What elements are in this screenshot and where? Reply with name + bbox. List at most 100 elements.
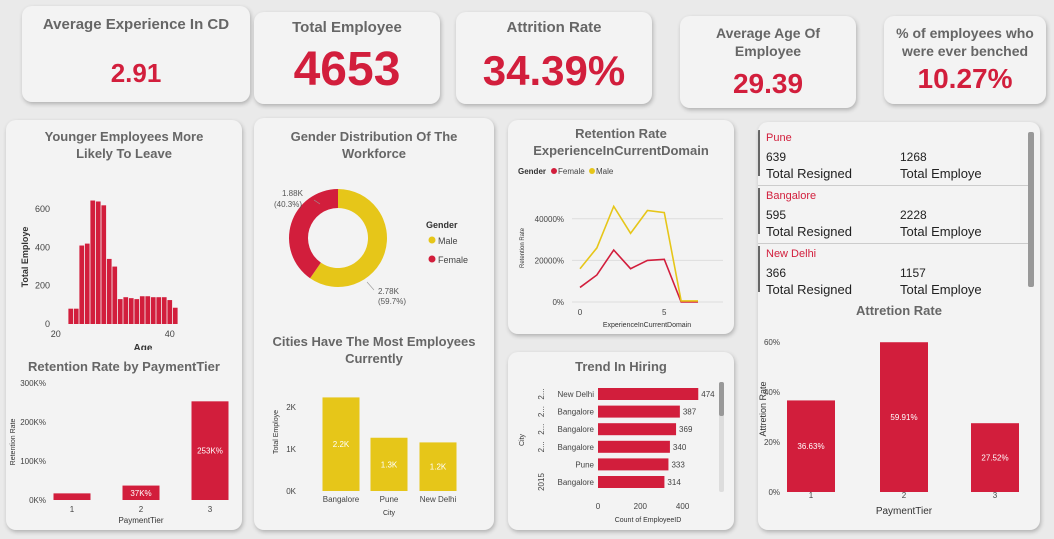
city-table-scrollbar[interactable]	[1028, 132, 1034, 287]
attrition-bar-chart: 0% 20% 40% 60% 36.63% 1 59.91% 2 27.52% 3 PaymentT…	[758, 338, 1019, 517]
group-label: 2...	[537, 424, 546, 435]
age-bar	[117, 299, 123, 324]
kpi-value: 34.39%	[482, 47, 626, 94]
y-tick-label: Bangalore	[558, 425, 595, 434]
bar-value-label: 333	[671, 460, 685, 469]
line-series-male	[579, 204, 698, 302]
retention-tier-chart: 0K% 100K% 200K% 300K% 1 37K% 2 253K% 3 PaymentTie…	[10, 379, 229, 525]
bar-value-label: 1.2K	[430, 463, 447, 472]
x-axis-label: City	[383, 510, 396, 517]
hiring-bar	[598, 423, 677, 436]
city-table-marker	[758, 130, 760, 176]
city-table-city: New Delhi	[766, 248, 817, 260]
y-tick-label: 0%	[768, 488, 780, 497]
donut-slice-female	[289, 189, 338, 279]
card-age-retention: Younger Employees More Likely To Leave 0…	[6, 120, 242, 530]
age-bar	[145, 296, 151, 324]
group-label: 2...	[537, 441, 546, 452]
chart-title-cities: Cities Have The Most Employees Currently	[272, 334, 476, 366]
gender-donut-chart: 2.78K(59.7%) 1.88K (40.3%) Gender Male Female	[274, 189, 468, 306]
tier-bar	[53, 493, 91, 500]
card-retention-experience: Retention Rate ExperienceInCurrentDomain…	[508, 120, 734, 334]
y-tick-label: 0	[45, 319, 50, 329]
legend-title: Gender	[518, 167, 546, 176]
bar-value-label: 369	[679, 425, 693, 434]
y-tick-label: 600	[35, 204, 50, 214]
y-tick-label: 1K	[286, 445, 296, 454]
city-table-divider	[758, 185, 1028, 186]
bar-value-label: 1.3K	[381, 460, 398, 469]
age-bar	[90, 200, 96, 324]
city-bar	[322, 397, 360, 491]
group-label: 2...	[537, 406, 546, 417]
kpi-value: 4653	[293, 43, 401, 96]
x-tick-label: 3	[208, 505, 213, 514]
bar-value-label: 314	[667, 478, 681, 487]
bar-value-label: 253K%	[197, 447, 223, 456]
y-tick-label: New Delhi	[558, 390, 595, 399]
legend-label: Female	[558, 167, 585, 176]
chart-title-age: Younger Employees More Likely To Leave	[44, 129, 204, 161]
city-table-total-label: Total Employe	[900, 166, 982, 181]
legend-marker	[428, 236, 436, 244]
city-table-total: 2228	[900, 208, 927, 222]
x-tick-label: 3	[993, 491, 998, 500]
chart-title-gender: Gender Distribution Of The Workforce	[290, 129, 458, 161]
city-table-total-label: Total Employe	[900, 224, 982, 239]
city-table-total-label: Total Employe	[900, 282, 982, 297]
bar-value-label: 27.52%	[981, 454, 1008, 463]
hiring-scrollbar[interactable]	[719, 382, 724, 492]
city-table-resigned: 639	[766, 150, 787, 164]
age-bar	[84, 243, 90, 324]
bar-value-label: 37K%	[130, 489, 151, 498]
kpi-title: Total Employee	[292, 19, 402, 36]
y-axis-label: Attretion Rate	[758, 381, 768, 436]
x-tick-label: 0	[578, 308, 583, 317]
chart-title-hiring: Trend In Hiring	[575, 359, 667, 374]
bar-value-label: 59.91%	[890, 413, 917, 422]
kpi-card-benched: % of employees who were ever benched 10.…	[884, 16, 1046, 104]
city-bar	[370, 437, 408, 491]
y-axis-label: Total Employe	[273, 410, 280, 454]
bar-value-label: 474	[701, 390, 715, 399]
age-bar	[123, 297, 129, 324]
legend-title: Gender	[426, 220, 458, 230]
x-tick-label: 0	[596, 502, 601, 511]
x-tick-label: 20	[51, 329, 61, 339]
kpi-value: 2.91	[110, 58, 162, 88]
y-tick-label: 60%	[764, 338, 780, 347]
city-table-resigned-label: Total Resigned	[766, 224, 852, 239]
legend-label: Male	[438, 236, 458, 246]
kpi-value: 29.39	[732, 68, 804, 99]
city-table: Pune 639 1268 Total Resigned Total Emplo…	[758, 122, 1040, 297]
x-tick-label: Pune	[380, 495, 399, 504]
cities-bar-chart: 0K 1K 2K 2.2K Bangalore 1.3K Pune 1.2K New Delhi…	[273, 397, 457, 517]
kpi-card-total-employee: Total Employee 4653	[254, 12, 440, 104]
slice-pct-label: (40.3%)	[274, 200, 302, 209]
age-bar	[172, 307, 178, 324]
hiring-scrollbar-thumb[interactable]	[719, 382, 724, 416]
x-tick-label: New Delhi	[420, 495, 457, 504]
y-tick-label: 300K%	[20, 379, 46, 388]
x-axis-label: Count of EmployeeID	[615, 517, 682, 524]
hiring-bar-chart: 474 New Delhi 2... 387 Bangalore 2... 369 Banga…	[519, 388, 715, 524]
y-axis-label: Retention Rate	[520, 227, 526, 268]
x-tick-label: 2	[902, 491, 907, 500]
hiring-bar	[598, 405, 680, 418]
kpi-title: Average Experience In CD	[42, 16, 230, 33]
y-axis-label: Total Employe	[20, 227, 30, 288]
attrition-bar	[880, 342, 928, 492]
bar-value-label: 340	[673, 443, 687, 452]
group-label: 2015	[537, 473, 546, 491]
x-tick-label: 1	[70, 505, 75, 514]
age-bar	[95, 201, 101, 324]
legend-label: Female	[438, 255, 468, 265]
hiring-bar	[598, 440, 670, 453]
kpi-card-avg-age: Average Age Of Employee 29.39	[680, 16, 856, 108]
x-axis-label: ExperienceInCurrentDomain	[603, 322, 691, 329]
x-tick-label: 200	[634, 502, 648, 511]
hiring-bar	[598, 458, 669, 471]
x-tick-label: Bangalore	[323, 495, 360, 504]
chart-title-retention-tier: Retention Rate by PaymentTier	[28, 359, 220, 374]
city-table-marker	[758, 246, 760, 292]
